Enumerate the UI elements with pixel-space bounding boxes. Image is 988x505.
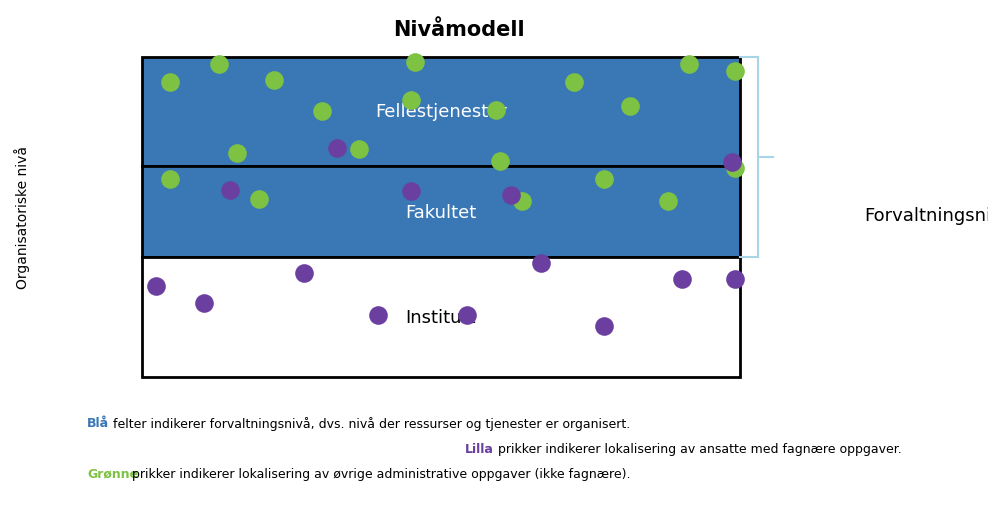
- Point: [566, 79, 582, 87]
- Text: felter indikerer forvaltningsnivå, dvs. nivå der ressurser og tjenester er organ: felter indikerer forvaltningsnivå, dvs. …: [109, 417, 630, 431]
- Point: [515, 197, 531, 205]
- Text: Forvaltningsnivå: Forvaltningsnivå: [864, 205, 988, 225]
- Point: [295, 270, 311, 278]
- Point: [162, 175, 178, 183]
- Point: [596, 323, 612, 331]
- Point: [727, 165, 743, 173]
- Point: [596, 175, 612, 183]
- Text: Fakultet: Fakultet: [405, 203, 476, 221]
- Point: [621, 103, 637, 111]
- Point: [724, 159, 740, 167]
- Point: [488, 106, 504, 114]
- Text: Institutt: Institutt: [406, 309, 476, 327]
- Point: [681, 61, 697, 69]
- Text: prikker indikerer lokalisering av øvrige administrative oppgaver (ikke fagnære).: prikker indikerer lokalisering av øvrige…: [128, 467, 631, 480]
- Text: Grønne: Grønne: [87, 467, 138, 480]
- Bar: [142, 58, 739, 167]
- Point: [251, 195, 267, 204]
- Point: [314, 108, 330, 116]
- Point: [727, 275, 743, 283]
- Point: [370, 312, 385, 320]
- Point: [660, 197, 676, 205]
- Point: [492, 158, 508, 166]
- Point: [210, 61, 226, 69]
- Point: [229, 150, 245, 158]
- Point: [458, 312, 474, 320]
- Text: Fellestjenester: Fellestjenester: [375, 103, 507, 121]
- Point: [727, 68, 743, 76]
- Point: [503, 192, 520, 200]
- Point: [674, 275, 690, 283]
- Text: prikker indikerer lokalisering av ansatte med fagnære oppgaver.: prikker indikerer lokalisering av ansatt…: [494, 442, 902, 455]
- Text: Blå: Blå: [87, 417, 109, 430]
- Text: Lilla: Lilla: [465, 442, 494, 455]
- Text: Organisatoriske nivå: Organisatoriske nivå: [14, 146, 30, 288]
- Point: [147, 283, 163, 291]
- Point: [403, 188, 419, 196]
- Text: Nivåmodell: Nivåmodell: [393, 20, 526, 40]
- Point: [221, 186, 237, 194]
- Point: [162, 79, 178, 87]
- Point: [329, 144, 345, 153]
- Point: [266, 77, 283, 85]
- Point: [407, 59, 423, 67]
- Point: [196, 299, 211, 307]
- Point: [403, 97, 419, 105]
- Point: [534, 259, 549, 267]
- Point: [352, 145, 368, 154]
- Bar: [142, 258, 739, 378]
- Bar: [142, 167, 739, 258]
